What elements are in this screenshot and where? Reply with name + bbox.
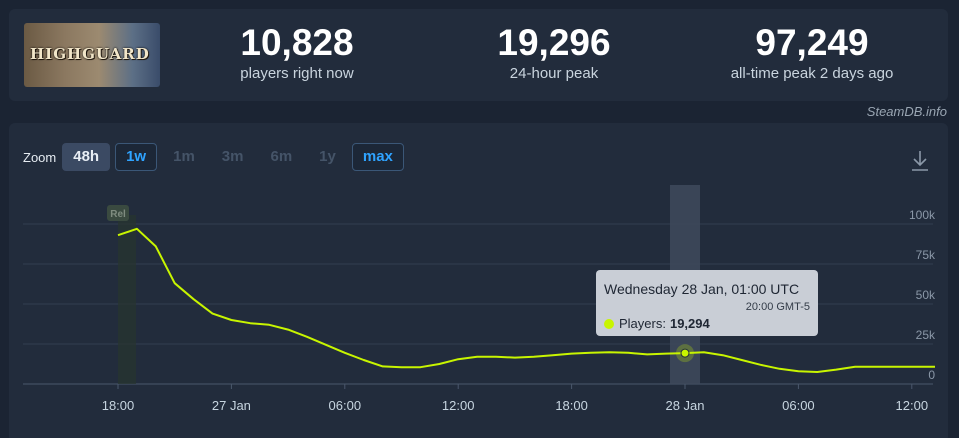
chart-panel: 0 25k 50k 75k 100k Rel 18:00 27 Jan 06:00 12:00 18… [9, 123, 948, 438]
x-tick-label: 06:00 [782, 398, 815, 413]
y-tick-label: 50k [916, 288, 936, 302]
x-tick-label: 28 Jan [665, 398, 704, 413]
release-marker-label: Rel [110, 209, 126, 220]
zoom-label: Zoom [23, 149, 57, 165]
zoom-48h-button[interactable]: 48h [62, 143, 111, 171]
x-tick-label: 18:00 [555, 398, 588, 413]
current-players-value: 10,828 [240, 22, 354, 63]
daily-peak-value: 19,296 [497, 22, 611, 63]
x-tick-label: 06:00 [329, 398, 362, 413]
tooltip-series-label: Players: [619, 316, 666, 331]
y-tick-label: 25k [916, 328, 936, 342]
release-marker-badge [107, 205, 129, 221]
x-tick-label: 12:00 [896, 398, 929, 413]
zoom-3m-button[interactable]: 3m [221, 148, 244, 165]
download-icon[interactable] [910, 149, 930, 173]
y-tick-label: 0 [928, 368, 935, 382]
tooltip-date: Wednesday 28 Jan, 01:00 UTC [604, 281, 800, 297]
chart-tooltip: Wednesday 28 Jan, 01:00 UTC 20:00 GMT-5 … [596, 270, 818, 336]
zoom-6m-button[interactable]: 6m [270, 148, 293, 165]
zoom-1w-button[interactable]: 1w [115, 143, 158, 171]
alltime-peak-stat: 97,249 all-time peak 2 days ago [712, 23, 912, 83]
release-band [118, 215, 136, 384]
zoom-max-button[interactable]: max [351, 143, 404, 171]
alltime-peak-value: 97,249 [755, 22, 869, 63]
x-tick-label: 12:00 [442, 398, 475, 413]
zoom-1y-button[interactable]: 1y [319, 148, 336, 165]
players-series-line [117, 227, 935, 373]
daily-peak-label: 24-hour peak [509, 65, 599, 82]
series-color-dot [604, 318, 614, 329]
game-banner-image[interactable]: HIGHGUARD [24, 23, 160, 87]
y-tick-label: 100k [909, 208, 936, 222]
tooltip-local-time: 20:00 GMT-5 [745, 301, 810, 313]
current-players-stat: 10,828 players right now [197, 23, 397, 83]
zoom-1m-button[interactable]: 1m [173, 148, 195, 165]
tooltip-series-row: Players: 19,294 [604, 316, 710, 331]
alltime-peak-label: all-time peak 2 days ago [730, 65, 894, 82]
stats-panel: HIGHGUARD 10,828 players right now 19,29… [9, 9, 948, 101]
x-tick-label: 27 Jan [212, 398, 251, 413]
y-tick-label: 75k [916, 248, 936, 262]
x-tick-label: 18:00 [102, 398, 135, 413]
zoom-bar: Zoom 48h 1w 1m 3m 6m 1y max [23, 143, 409, 171]
steamdb-credit[interactable]: SteamDB.info [866, 104, 947, 119]
daily-peak-stat: 19,296 24-hour peak [454, 23, 654, 83]
game-logo-text: HIGHGUARD [30, 45, 150, 63]
highlight-point [680, 348, 690, 358]
tooltip-value: 19,294 [669, 316, 710, 331]
current-players-label: players right now [240, 65, 354, 82]
